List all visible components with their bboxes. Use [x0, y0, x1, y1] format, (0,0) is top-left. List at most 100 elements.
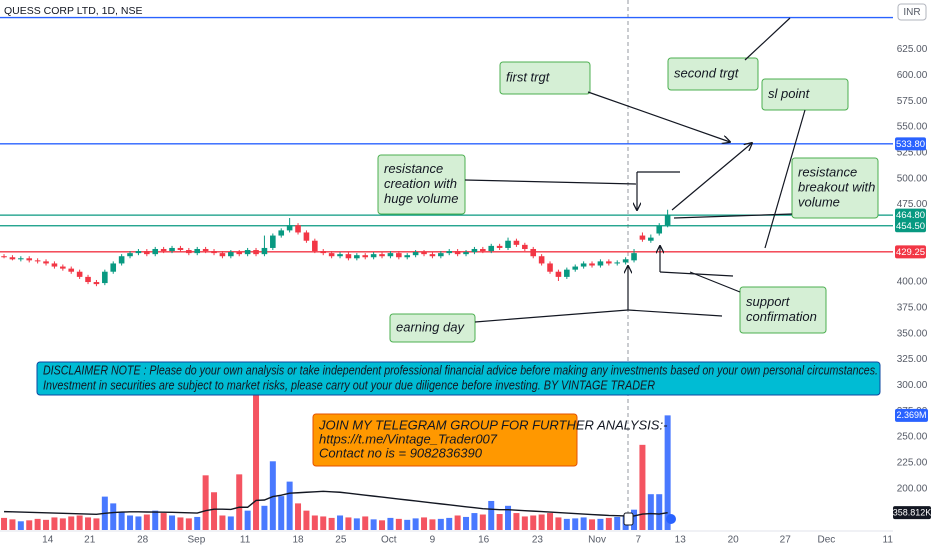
annotation-text: resistance [384, 161, 443, 176]
candle-body [639, 235, 646, 240]
volume [1, 392, 671, 530]
y-tick-label: 500.00 [897, 173, 928, 184]
currency-box [897, 3, 927, 21]
arrow [764, 109, 806, 249]
volume-bar [589, 519, 596, 530]
arrow [673, 213, 793, 219]
y-tick-label: 200.00 [897, 483, 928, 494]
y-tick-label: 525.00 [897, 148, 928, 159]
arrow [689, 271, 741, 293]
volume-bar [463, 516, 470, 530]
price-label: 454.50 [896, 221, 925, 232]
x-tick-label: Dec [817, 535, 835, 546]
volume-bar [631, 509, 638, 530]
candle-body [370, 254, 377, 258]
volume-bar [127, 515, 134, 530]
candle-body [454, 251, 461, 255]
y-tick-label: 300.00 [897, 380, 928, 391]
candle-body [354, 255, 360, 259]
y-tick-label: 225.00 [897, 457, 928, 468]
y-tick-label: 475.00 [897, 199, 928, 210]
volume-bar [353, 518, 360, 530]
candle-body [253, 250, 259, 255]
candle-body [211, 251, 217, 254]
ma-label-bg [893, 506, 931, 520]
volume-bar [563, 518, 570, 530]
volume-bar [219, 515, 226, 530]
volume-bar [68, 516, 75, 530]
x-tick-label: 27 [780, 535, 792, 546]
volume-bar [177, 517, 184, 530]
candle-body [480, 248, 486, 252]
volume-bar [160, 513, 167, 530]
annotation-box [667, 57, 759, 91]
candle-body [9, 257, 16, 260]
x-tick-label: 28 [137, 535, 149, 546]
annotation-box [312, 413, 578, 467]
arrow [587, 91, 730, 142]
candle-body [26, 258, 33, 261]
candle-body [68, 268, 75, 272]
candles [1, 209, 671, 287]
volume-bar [278, 496, 285, 530]
volume-bar [1, 517, 8, 530]
candle-body [1, 256, 7, 258]
candle-body [160, 248, 167, 252]
candle-body [412, 252, 419, 256]
volume-bar [17, 521, 24, 530]
volume-bar [639, 444, 646, 530]
volume-bar [202, 475, 209, 530]
volume-label: 2.369M [896, 410, 926, 420]
annotation-text: first trgt [506, 69, 551, 84]
volume-bar [505, 505, 512, 530]
volume-bar [521, 516, 528, 530]
annotation-text: resistance [798, 164, 857, 179]
arrows [464, 17, 806, 323]
candle-body [648, 237, 654, 241]
volume-bar [513, 513, 520, 530]
arrow [464, 179, 637, 185]
candle-body [219, 253, 226, 257]
volume-bar [26, 520, 33, 530]
candle-body [177, 247, 184, 251]
candle-body [429, 254, 436, 257]
candle-body [396, 253, 402, 258]
candle-body [564, 269, 570, 277]
candle-body [202, 248, 209, 252]
candle-body [463, 252, 469, 255]
volume-bar [404, 519, 411, 530]
volume-bar [236, 474, 243, 530]
candle-body [555, 271, 562, 277]
candle-body [522, 244, 528, 249]
candle-body [320, 251, 327, 254]
volume-bar [269, 461, 276, 530]
candle-body [270, 235, 276, 248]
axes: 625.00 600.00 575.00 550.00 525.00 500.00 475.… [42, 44, 931, 545]
volume-bar [479, 514, 486, 530]
volume-bar [135, 516, 142, 530]
price-label: 464.80 [896, 210, 925, 221]
candle-body [589, 263, 595, 266]
candle-body [656, 225, 663, 234]
volume-bar [471, 513, 478, 530]
annotation-text: confirmation [746, 309, 817, 324]
volume-bar [143, 514, 150, 530]
y-tick-label: 550.00 [897, 122, 928, 133]
x-tick-label: 25 [335, 535, 347, 546]
candle-body [51, 263, 58, 267]
volume-bar [303, 510, 310, 530]
annotation-text: creation with [384, 176, 457, 191]
volume-bar [647, 494, 654, 530]
volume-label-bg [895, 408, 928, 422]
volume-bar [656, 494, 663, 530]
volume-bar [76, 515, 83, 530]
volume-bar [244, 510, 251, 530]
y-tick-label: 350.00 [897, 328, 928, 339]
candle-body [228, 252, 234, 257]
volume-bar [328, 517, 335, 530]
volume-bar [9, 519, 16, 530]
candle-body [421, 252, 427, 255]
candle-body [362, 255, 369, 258]
annotation-text: Contact no is = 9082836390 [319, 445, 483, 460]
